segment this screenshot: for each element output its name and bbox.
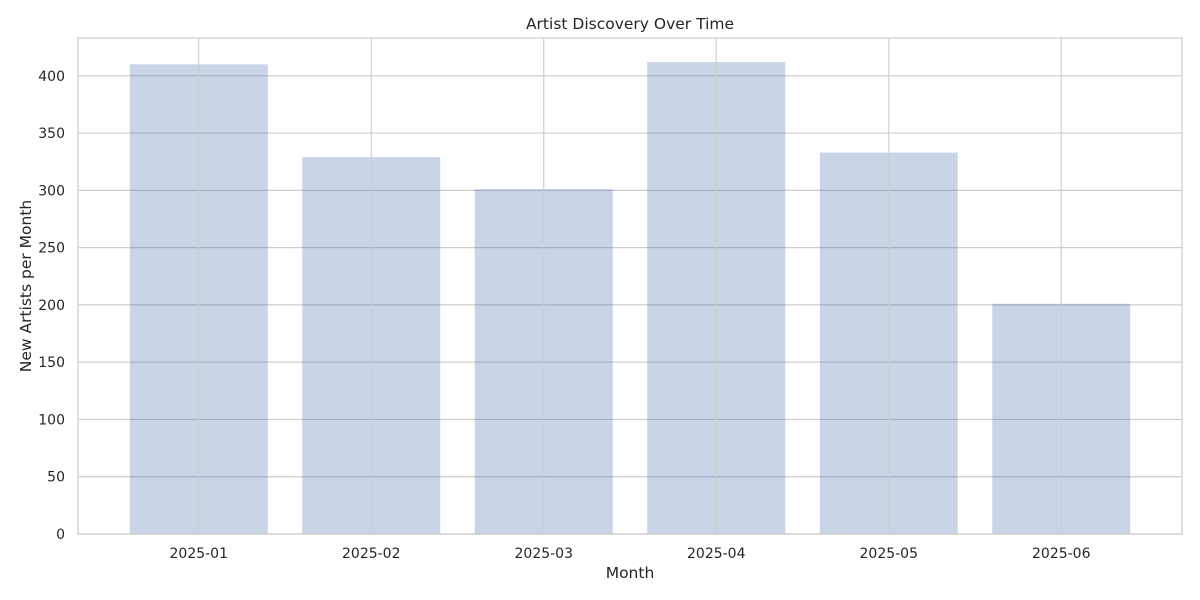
x-grid-layer	[198, 38, 1062, 534]
plot-frame	[77, 37, 1183, 535]
x-tick-labels: 2025-01 2025-02 2025-03 2025-04 2025-05 2025-…	[170, 546, 1091, 562]
y-tick-label: 100	[38, 412, 65, 428]
y-tick-labels: 0 50 100 150 200 250 300 350 400	[38, 69, 65, 543]
x-tick-label: 2025-06	[1032, 546, 1091, 562]
y-tick-label: 350	[38, 126, 65, 142]
y-tick-label: 150	[38, 355, 65, 371]
grid-layer	[78, 75, 1182, 535]
y-tick-label: 400	[38, 69, 65, 85]
y-tick-label: 0	[56, 527, 65, 543]
y-tick-label: 300	[38, 183, 65, 199]
x-axis-label: Month	[606, 564, 655, 582]
x-tick-label: 2025-01	[170, 546, 229, 562]
x-tick-label: 2025-02	[342, 546, 401, 562]
y-tick-label: 50	[47, 470, 65, 486]
y-tick-label: 200	[38, 298, 65, 314]
x-tick-label: 2025-03	[515, 546, 574, 562]
chart-title: Artist Discovery Over Time	[526, 15, 734, 33]
x-tick-label: 2025-04	[687, 546, 746, 562]
y-axis-label: New Artists per Month	[17, 200, 35, 373]
y-tick-label: 250	[38, 241, 65, 257]
x-tick-label: 2025-05	[860, 546, 919, 562]
